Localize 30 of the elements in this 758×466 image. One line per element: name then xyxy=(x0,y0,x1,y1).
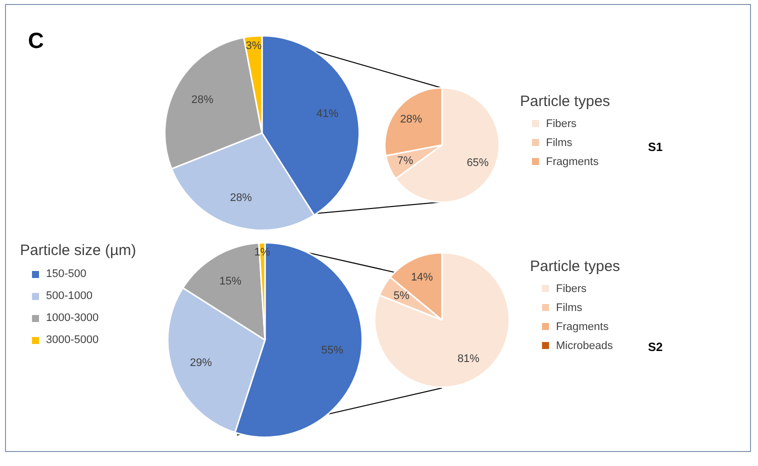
legend-title: Particle types xyxy=(530,258,620,275)
legend-label: Fibers xyxy=(546,118,577,130)
legend-label: Fibers xyxy=(556,282,587,294)
data-label: 28% xyxy=(400,113,422,126)
legend-label: Fragments xyxy=(546,156,599,168)
data-label: 28% xyxy=(191,94,214,106)
legend-title: Particle size (µm) xyxy=(20,242,136,259)
data-label: 1% xyxy=(254,246,270,259)
data-label: 7% xyxy=(397,154,414,167)
legend-label: Films xyxy=(546,136,572,148)
legend-label: 500-1000 xyxy=(46,290,92,302)
data-label: 41% xyxy=(316,108,339,120)
data-label: 55% xyxy=(321,344,344,357)
data-label: 28% xyxy=(230,192,252,204)
legend-label: 1000-3000 xyxy=(46,312,99,324)
legend-title: Particle types xyxy=(520,93,610,110)
text: S2 xyxy=(648,340,663,354)
text: C xyxy=(28,28,44,54)
data-label: 14% xyxy=(410,271,434,284)
data-label: 29% xyxy=(190,357,212,370)
data-label: 15% xyxy=(219,275,242,288)
data-label: 65% xyxy=(466,157,489,170)
legend-label: Fragments xyxy=(556,320,609,332)
data-label: 81% xyxy=(457,352,480,365)
legend-label: 3000-5000 xyxy=(46,334,99,346)
legend-label: Microbeads xyxy=(556,340,613,352)
legend-label: Films xyxy=(556,302,582,314)
data-label: 5% xyxy=(394,290,410,302)
legend-label: 150-500 xyxy=(46,268,86,280)
text: S1 xyxy=(648,140,663,154)
